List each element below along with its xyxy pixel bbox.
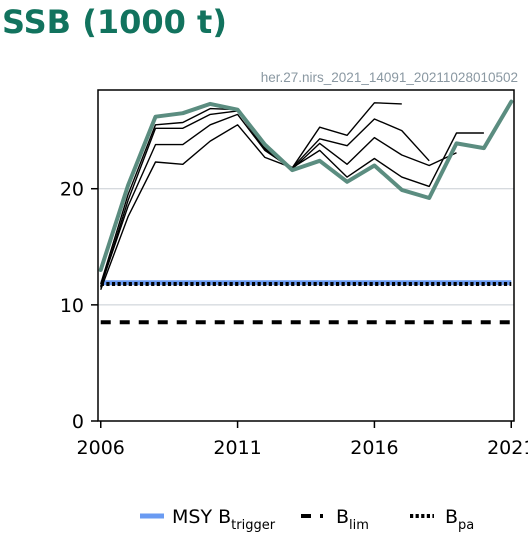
x-tick-label: 2011	[213, 437, 261, 459]
legend: MSY Btrigger Blim Bpa	[140, 506, 474, 533]
x-tick-label: 2006	[77, 437, 125, 459]
x-tick-label: 2021	[487, 437, 528, 459]
legend-label-msy: MSY Btrigger	[172, 506, 276, 533]
retro-line	[100, 110, 430, 288]
x-axis-ticks: 2006 2011 2016 2021	[77, 421, 528, 459]
retro-line	[100, 124, 484, 291]
y-tick-label: 10	[60, 295, 84, 317]
y-tick-label: 0	[72, 411, 84, 433]
y-tick-label: 20	[60, 179, 84, 201]
x-tick-label: 2016	[350, 437, 398, 459]
plot-frame	[97, 89, 515, 422]
chart-title: SSB (1000 t)	[2, 3, 227, 41]
legend-label-blim: Blim	[336, 506, 369, 533]
chart-subtitle: her.27.nirs_2021_14091_20211028010502	[261, 70, 518, 85]
retro-line	[100, 113, 457, 287]
grid-lines	[98, 188, 514, 306]
legend-subscript: lim	[349, 518, 369, 533]
y-axis-ticks: 0 10 20	[60, 179, 98, 433]
ssb-series	[98, 99, 514, 272]
ssb-line	[98, 99, 514, 272]
legend-subscript: pa	[458, 518, 474, 533]
reference-lines	[100, 280, 512, 325]
legend-subscript: trigger	[231, 518, 276, 533]
legend-label-bpa: Bpa	[445, 506, 474, 533]
